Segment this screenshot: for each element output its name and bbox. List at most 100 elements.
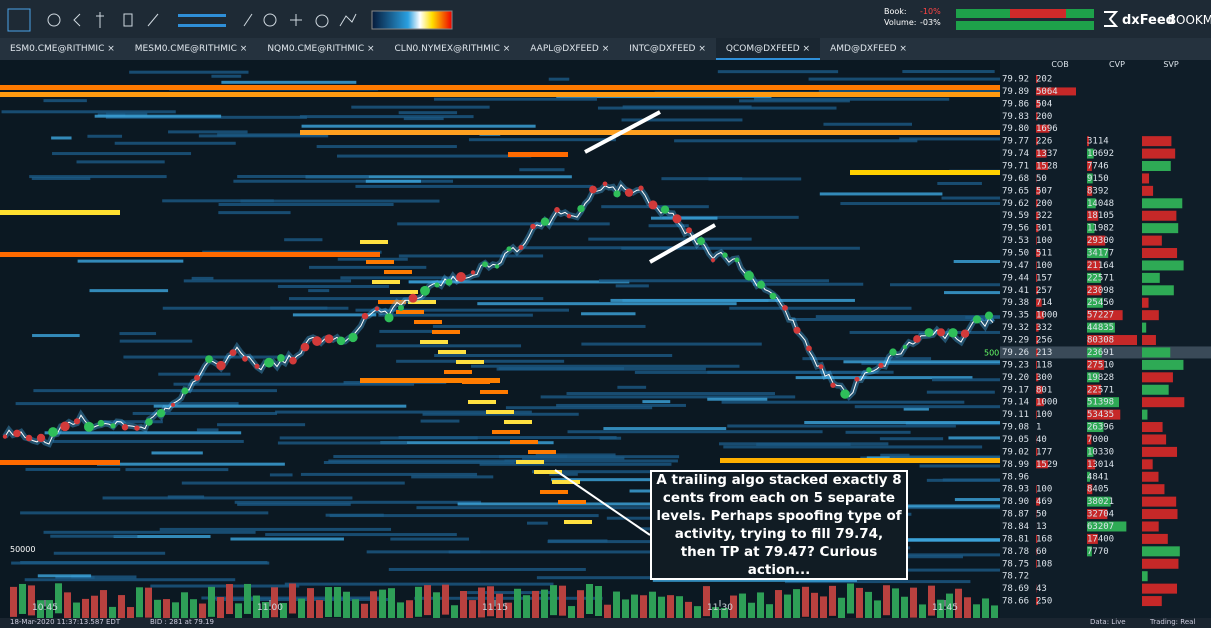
time-label: 11:15 (482, 603, 508, 613)
volume-bar (685, 601, 692, 618)
trade-dot (924, 328, 934, 337)
cob-value: 202 (1036, 75, 1052, 85)
price: 78.87 (1002, 510, 1029, 520)
liquidity-band (24, 578, 236, 582)
volume-bar (361, 603, 368, 618)
trade-dot (36, 433, 46, 443)
liquidity-band (333, 455, 568, 459)
liquidity-band (366, 550, 481, 554)
heatmap-palette[interactable] (371, 10, 453, 30)
volume-bar (775, 590, 782, 618)
liquidity-band (756, 442, 851, 446)
order-level (0, 252, 380, 257)
trade-dot (434, 282, 440, 288)
stacked-order (540, 490, 568, 494)
liquidity-band (840, 202, 1000, 206)
trade-dot (156, 409, 166, 418)
tab-label[interactable]: ESM0.CME@RITHMIC (10, 44, 105, 54)
volume-bar (802, 586, 809, 617)
trade-dot (854, 376, 860, 382)
cvp-bar (1087, 310, 1123, 321)
tab-label[interactable]: CLN0.NYMEX@RITHMIC (394, 44, 500, 54)
cob-bar (1036, 236, 1037, 245)
liquidity-band (158, 372, 231, 376)
trade-dot (902, 344, 908, 349)
trade-dot (672, 214, 682, 224)
trade-dot (134, 425, 140, 431)
tab[interactable]: QCOM@DXFEED × (715, 38, 821, 60)
liquidity-band (880, 453, 910, 457)
cob-value: 1 (1036, 423, 1041, 433)
svp-bar (1142, 397, 1185, 408)
tab-label[interactable]: MESM0.CME@RITHMIC (134, 44, 237, 54)
column-header: COB (1051, 60, 1068, 69)
tab[interactable]: AAPL@DXFEED × (530, 44, 610, 54)
order-level (508, 152, 568, 157)
volume-bar (550, 585, 557, 616)
volume-bar (514, 588, 521, 618)
volume-bar (766, 604, 773, 618)
tab-label[interactable]: AMD@DXFEED (830, 44, 897, 54)
volume-bar (649, 591, 656, 618)
trade-dot (734, 257, 740, 263)
cob-value: 60 (1036, 547, 1047, 557)
tab-label[interactable]: AAPL@DXFEED (530, 44, 599, 54)
volume-bar (937, 599, 944, 618)
tab-label[interactable]: INTC@DXFEED (629, 44, 696, 54)
tab-label[interactable]: NQM0.CME@RITHMIC (267, 44, 365, 54)
trade-dot (806, 345, 812, 352)
liquidity-band (902, 70, 995, 74)
logo (1104, 11, 1119, 27)
cob-value: 157 (1036, 273, 1052, 283)
cob-bar (1036, 336, 1039, 345)
slider[interactable] (178, 24, 226, 27)
liquidity-band (448, 550, 685, 554)
cob-value: 511 (1036, 249, 1052, 259)
stacked-order (438, 350, 466, 354)
liquidity-band (903, 407, 929, 411)
liquidity-band (468, 138, 616, 142)
price: 78.81 (1002, 534, 1029, 544)
tab[interactable]: AMD@DXFEED × (830, 44, 907, 54)
volume-bar (46, 600, 53, 618)
tab[interactable]: ESM0.CME@RITHMIC × (10, 44, 115, 54)
liquidity-band (919, 464, 1000, 468)
liquidity-band (150, 584, 300, 588)
price: 79.65 (1002, 186, 1029, 196)
liquidity-band (376, 344, 522, 348)
slider[interactable] (178, 14, 226, 17)
volume-bar (964, 597, 971, 618)
volume-bar (73, 602, 80, 618)
volume-bar (28, 585, 35, 616)
svp-bar (1142, 496, 1177, 507)
cob-bar (1036, 410, 1037, 419)
tab-label[interactable]: QCOM@DXFEED (725, 44, 800, 54)
cvp-value: 32704 (1087, 510, 1114, 520)
trade-dot (756, 280, 766, 289)
order-level (0, 210, 120, 215)
tab[interactable]: NQM0.CME@RITHMIC × (267, 44, 375, 54)
svp-bar (1142, 509, 1178, 520)
hand-tool[interactable] (7, 8, 31, 32)
price-ladder: COB CVP SVP 79.92 202 79.89 5064 79.86 504 79.83 2… (1000, 60, 1211, 618)
volume-bar (622, 599, 629, 618)
trade-dot (145, 418, 153, 426)
liquidity-band (889, 455, 1000, 459)
tab[interactable]: INTC@DXFEED × (629, 44, 706, 54)
tab[interactable]: MESM0.CME@RITHMIC × (134, 44, 248, 54)
trade-dot (456, 272, 466, 282)
liquidity-band (380, 441, 554, 445)
time-label: 10:45 (32, 603, 58, 613)
volume-bar (235, 603, 242, 618)
volume-bar (820, 596, 827, 618)
liquidity-band (218, 202, 394, 206)
trade-dot (710, 258, 716, 263)
tab[interactable]: CLN0.NYMEX@RITHMIC × (394, 44, 511, 54)
svp-bar (1142, 384, 1169, 395)
liquidity-band (102, 496, 353, 500)
cvp-bar (1087, 235, 1106, 246)
price: 79.32 (1002, 323, 1029, 333)
trade-dot (722, 252, 728, 258)
liquidity-band (479, 462, 672, 466)
volume-bar (613, 591, 620, 618)
